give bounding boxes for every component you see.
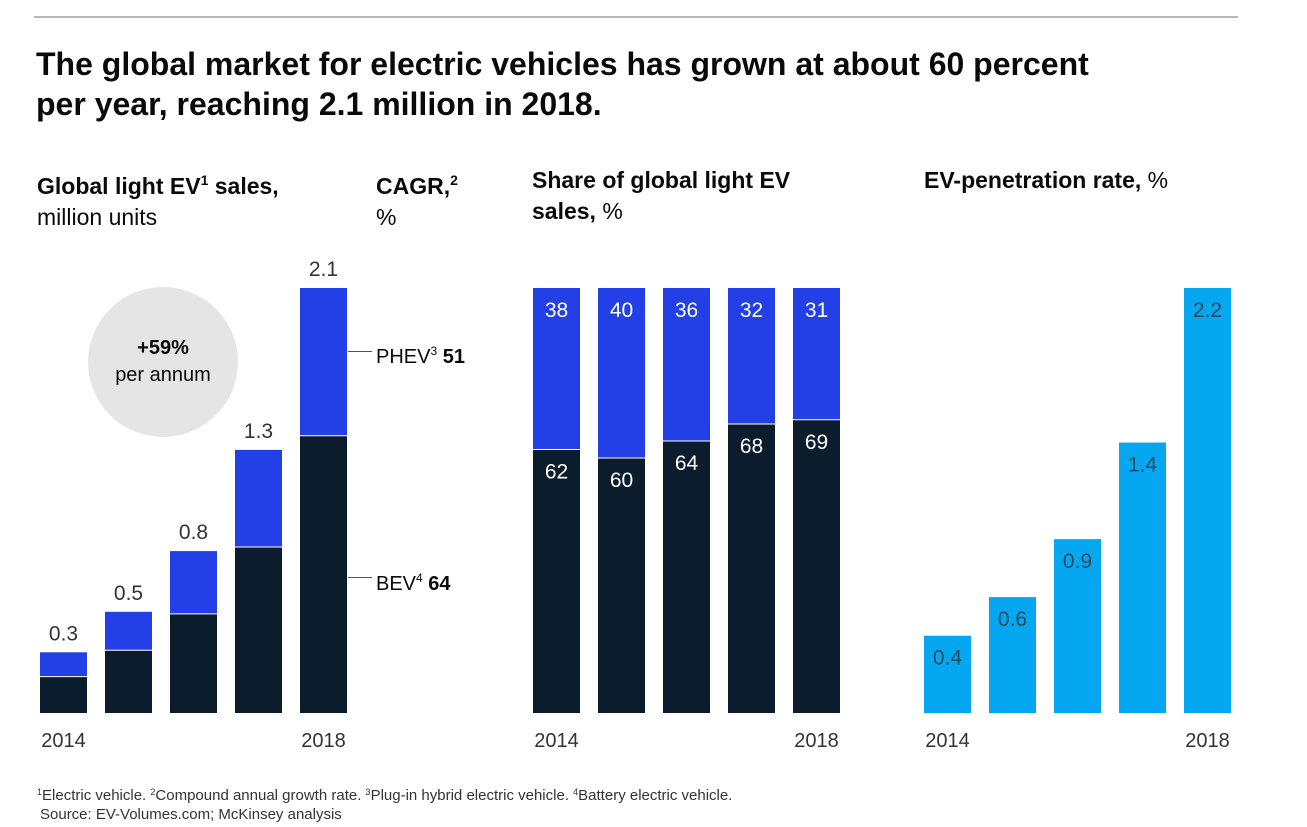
share-bev-bar-2014 [533,449,580,713]
share-header-line1: Share of global light EV [532,167,791,193]
cagr-bubble: +59% per annum [88,287,238,437]
share-phev-label-2018: 31 [805,299,828,322]
phev-cagr-value: 51 [442,346,465,368]
fn-1-text: Electric vehicle. [42,787,151,804]
footnote-ref-3: 3 [430,344,438,358]
sales-total-label-2018: 2.1 [309,258,338,281]
sales-bev-bar-2015 [105,650,152,713]
fn-3-text: Plug-in hybrid electric vehicle. [370,787,574,804]
sales-total-label-2015: 0.5 [114,582,143,605]
share-bev-label-2018: 69 [805,431,828,454]
penetration-bar-2016 [1054,539,1101,713]
sales-header-rest: sales, [208,173,279,199]
share-bev-label-2017: 68 [740,435,763,458]
share-bev-bar-2016 [663,441,710,713]
sales-phev-bar-2016 [170,551,217,614]
share-phev-bar-2015 [598,288,645,458]
penetration-label-2014: 0.4 [933,647,963,670]
penetration-label-2018: 2.2 [1193,299,1222,322]
share-bev-label-2015: 60 [610,469,633,492]
cagr-header-unit: % [376,204,397,230]
phev-label: PHEV [376,346,431,368]
sales-phev-bar-2017 [235,449,282,548]
sales-bev-bar-2018 [300,435,347,713]
title-line-1: The global market for electric vehicles … [36,46,1089,82]
share-x-tick-2018: 2018 [794,730,839,752]
share-phev-bar-2017 [728,288,775,424]
footnotes: 1Electric vehicle. 2Compound annual grow… [37,783,732,824]
top-rule [34,16,1238,18]
sales-header-bold: Global light EV [37,173,201,199]
penetration-label-2017: 1.4 [1128,454,1158,477]
bev-cagr-label: BEV4 64 [376,566,451,596]
title-line-2: per year, reaching 2.1 million in 2018. [36,86,602,122]
share-header-bold: sales, [532,198,596,224]
footnote-ref-4: 4 [416,571,423,585]
fn-3-num: 3 [365,787,371,797]
cagr-bubble-value: +59% [137,337,189,359]
share-header-unit: % [595,198,623,224]
sales-phev-bar-2014 [40,652,87,677]
sales-header-unit: million units [37,204,158,230]
penetration-header-bold: EV-penetration rate, [924,167,1142,193]
penetration-x-tick-2018: 2018 [1185,730,1230,752]
sales-x-tick-2014: 2014 [41,730,86,752]
share-phev-bar-2014 [533,288,580,450]
sales-panel-header: Global light EV1 sales, million units [37,165,279,233]
sales-x-tick-2018: 2018 [301,730,346,752]
penetration-bar-2017 [1119,442,1166,713]
penetration-bar-2014 [924,635,971,713]
sales-phev-bar-2018 [300,288,347,436]
sales-bev-bar-2014 [40,676,87,713]
footnote-ref-2: 2 [450,172,458,188]
phev-leader-line [348,351,372,352]
cagr-bubble-label: per annum [115,364,211,386]
penetration-panel-header: EV-penetration rate, % [924,165,1168,196]
share-panel-header: Share of global light EV sales, % [532,165,790,227]
sales-bev-bar-2016 [170,613,217,713]
sales-total-label-2014: 0.3 [49,622,78,645]
share-bev-label-2016: 64 [675,452,699,475]
share-phev-label-2017: 32 [740,299,763,322]
fn-2-text: Compound annual growth rate. [155,787,366,804]
share-phev-bar-2016 [663,288,710,441]
penetration-x-tick-2014: 2014 [925,730,970,752]
fn-4-text: Battery electric vehicle. [578,787,733,804]
cagr-header: CAGR,2 % [376,165,458,233]
penetration-header-unit: % [1141,167,1169,193]
sales-bev-bar-2017 [235,547,282,713]
share-x-tick-2014: 2014 [534,730,579,752]
cagr-header-bold: CAGR, [376,173,451,199]
page-title: The global market for electric vehicles … [36,44,1156,124]
source-line: Source: EV-Volumes.com; McKinsey analysi… [40,806,342,823]
fn-4-num: 4 [573,787,579,797]
share-bev-bar-2018 [793,419,840,713]
share-phev-label-2016: 36 [675,299,698,322]
penetration-label-2015: 0.6 [998,608,1027,631]
fn-1-num: 1 [37,787,43,797]
penetration-bar-2018 [1184,288,1231,713]
sales-total-label-2017: 1.3 [244,420,273,443]
sales-phev-bar-2015 [105,611,152,651]
share-phev-label-2015: 40 [610,299,633,322]
share-phev-label-2014: 38 [545,299,568,322]
share-bev-bar-2015 [598,458,645,713]
bev-cagr-value: 64 [428,573,451,595]
share-bev-label-2014: 62 [545,461,568,484]
sales-total-label-2016: 0.8 [179,521,208,544]
penetration-bar-2015 [989,597,1036,713]
penetration-label-2016: 0.9 [1063,550,1092,573]
footnote-ref-1: 1 [200,172,209,188]
bev-label: BEV [376,573,417,595]
phev-cagr-label: PHEV3 51 [376,339,465,369]
share-bev-bar-2017 [728,424,775,713]
fn-2-num: 2 [150,787,156,797]
share-phev-bar-2018 [793,288,840,420]
bev-leader-line [348,577,372,578]
